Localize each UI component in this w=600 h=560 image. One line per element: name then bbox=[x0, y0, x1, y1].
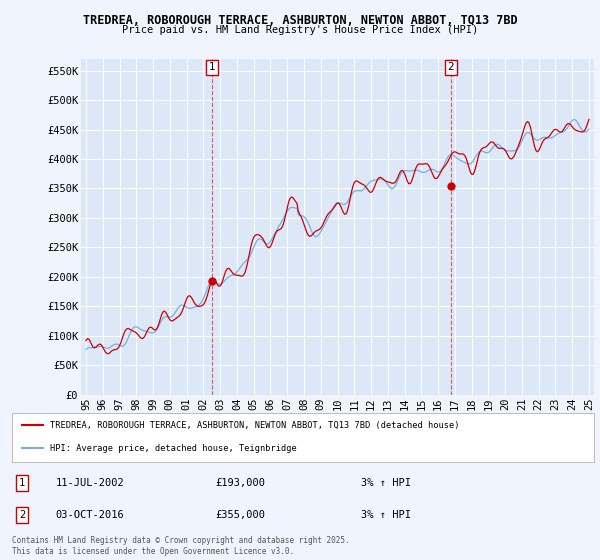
Text: 3% ↑ HPI: 3% ↑ HPI bbox=[361, 510, 411, 520]
Text: 1: 1 bbox=[208, 62, 215, 72]
Text: TREDREA, ROBOROUGH TERRACE, ASHBURTON, NEWTON ABBOT, TQ13 7BD (detached house): TREDREA, ROBOROUGH TERRACE, ASHBURTON, N… bbox=[50, 421, 460, 430]
Text: 03-OCT-2016: 03-OCT-2016 bbox=[56, 510, 124, 520]
Text: TREDREA, ROBOROUGH TERRACE, ASHBURTON, NEWTON ABBOT, TQ13 7BD: TREDREA, ROBOROUGH TERRACE, ASHBURTON, N… bbox=[83, 14, 517, 27]
Text: 2: 2 bbox=[19, 510, 25, 520]
Text: Contains HM Land Registry data © Crown copyright and database right 2025.
This d: Contains HM Land Registry data © Crown c… bbox=[12, 536, 350, 556]
Text: HPI: Average price, detached house, Teignbridge: HPI: Average price, detached house, Teig… bbox=[50, 444, 296, 452]
Text: 2: 2 bbox=[448, 62, 454, 72]
Text: 3% ↑ HPI: 3% ↑ HPI bbox=[361, 478, 411, 488]
Text: 11-JUL-2002: 11-JUL-2002 bbox=[56, 478, 124, 488]
Text: Price paid vs. HM Land Registry's House Price Index (HPI): Price paid vs. HM Land Registry's House … bbox=[122, 25, 478, 35]
Text: £193,000: £193,000 bbox=[216, 478, 266, 488]
Text: 1: 1 bbox=[19, 478, 25, 488]
Text: £355,000: £355,000 bbox=[216, 510, 266, 520]
